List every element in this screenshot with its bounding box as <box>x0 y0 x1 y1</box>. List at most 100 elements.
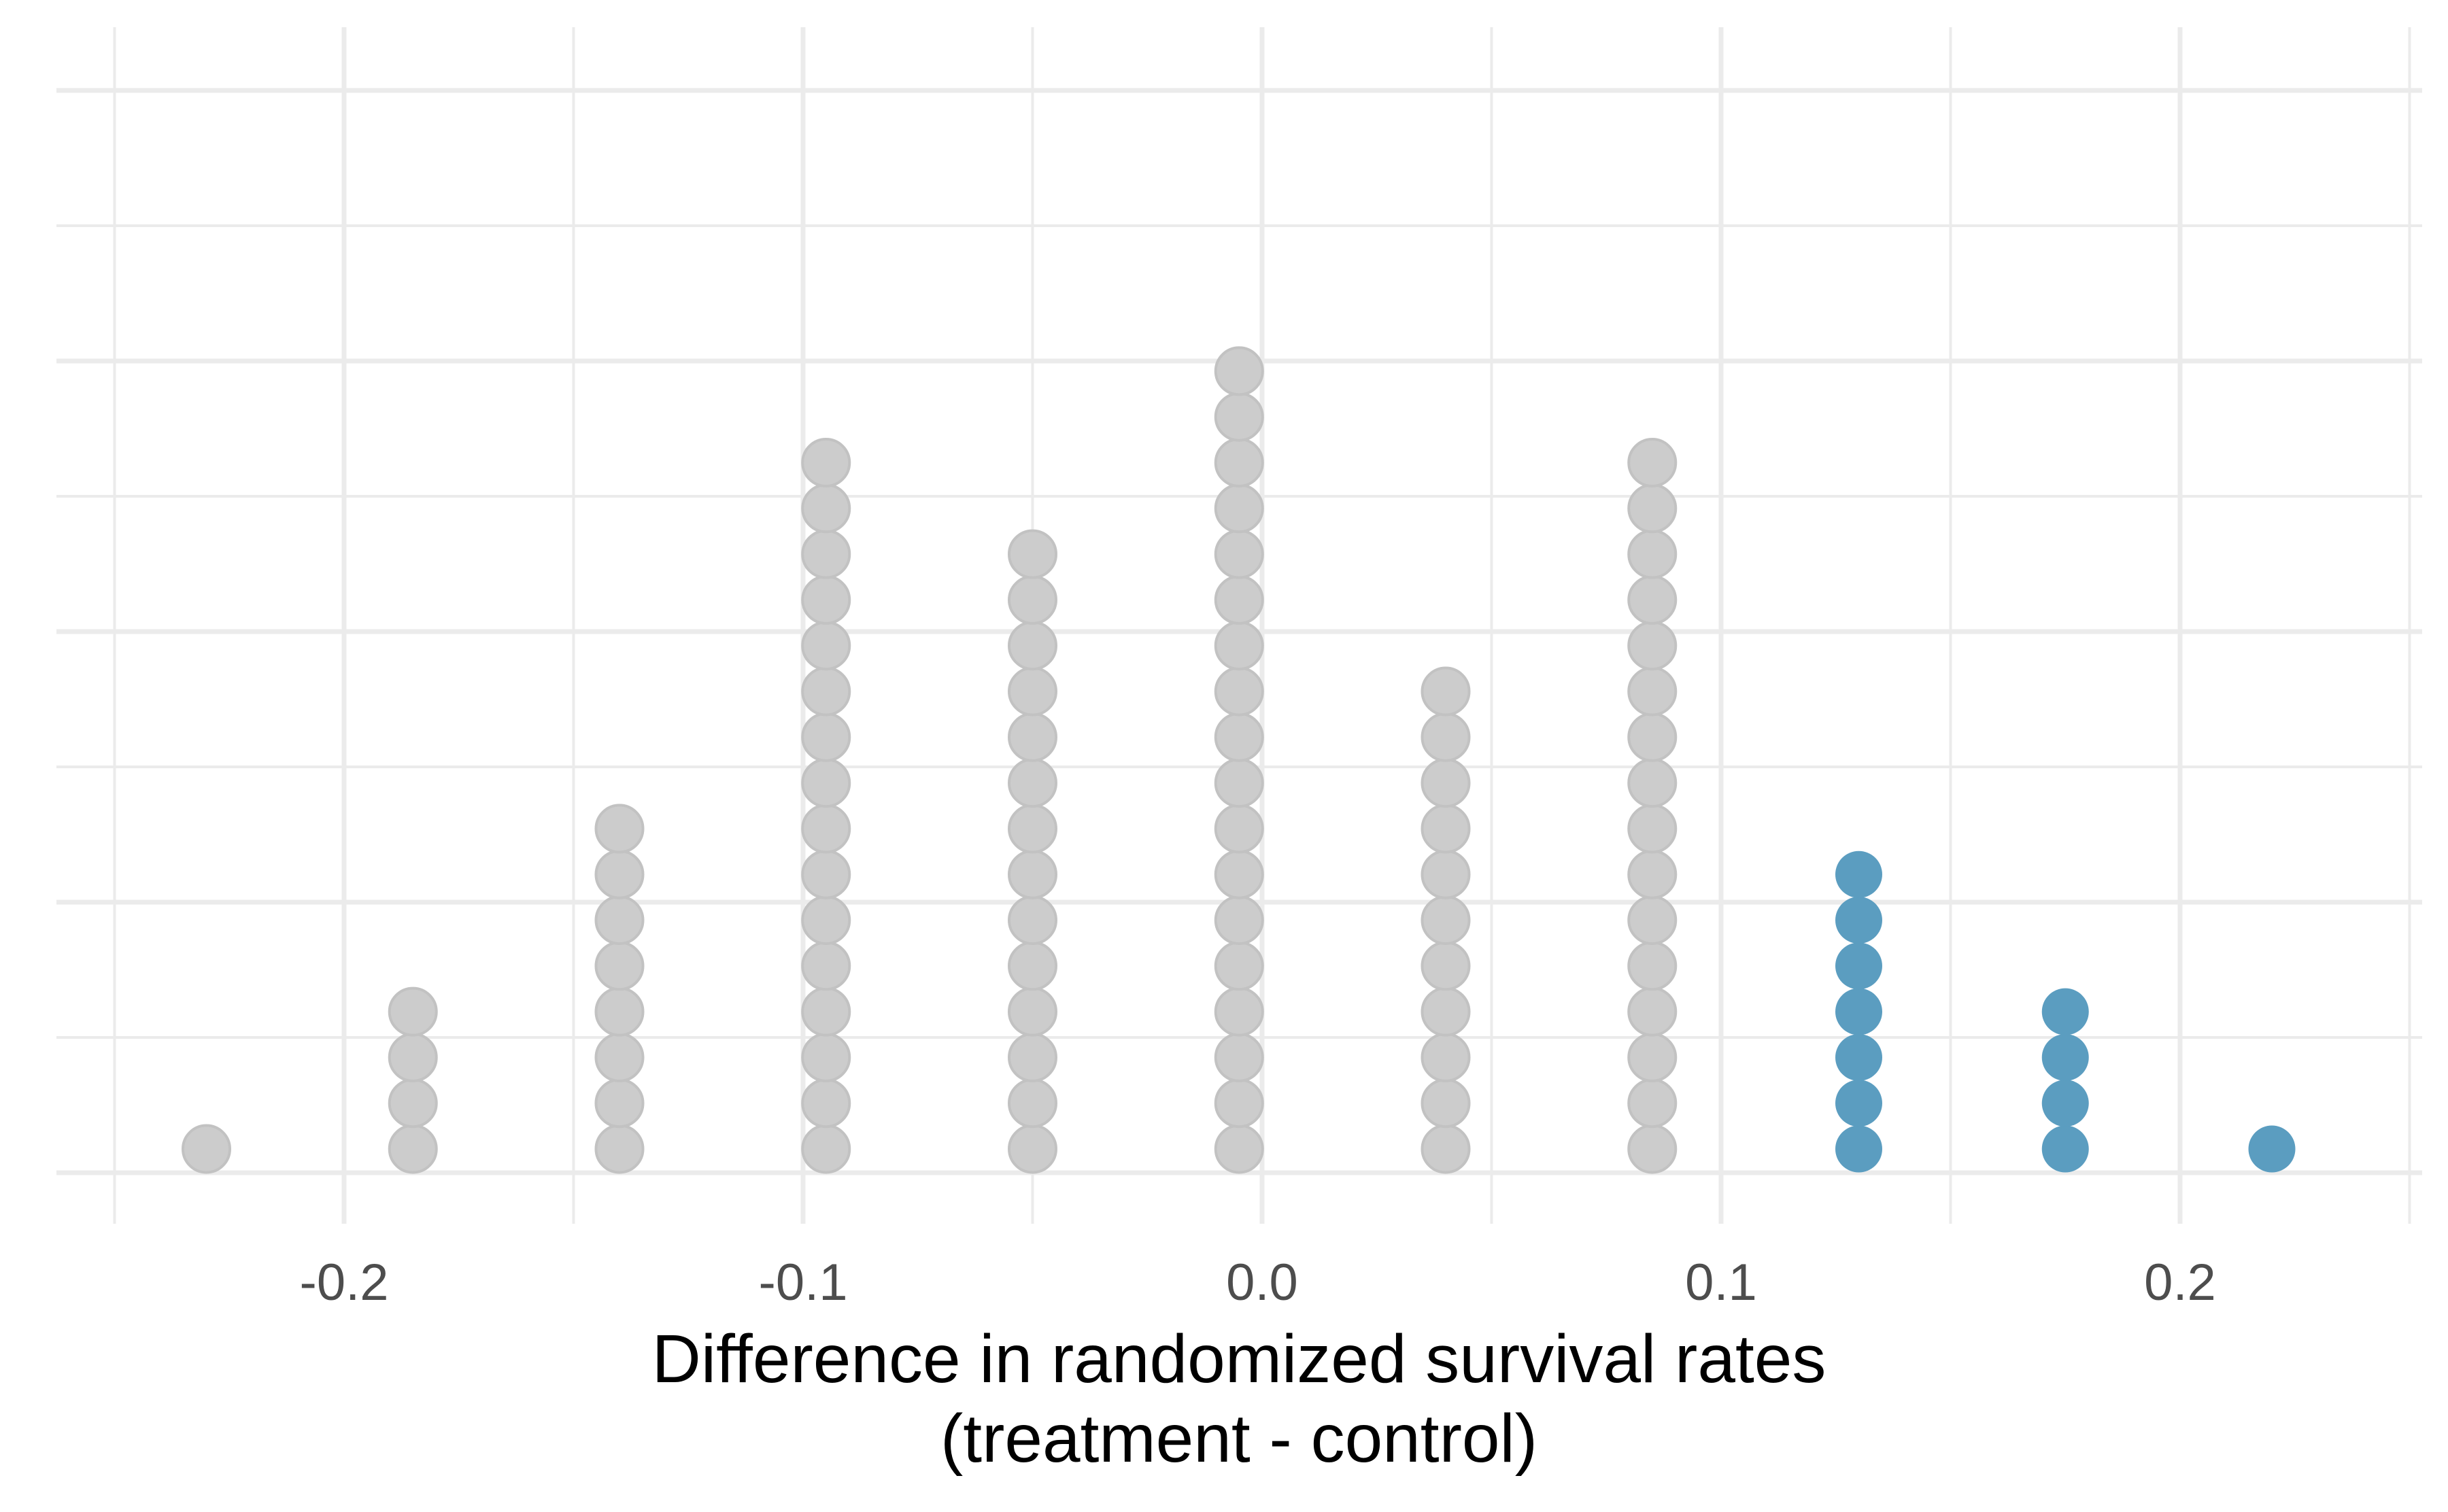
dot <box>1214 758 1264 808</box>
dot <box>801 621 851 671</box>
dot <box>1214 574 1264 625</box>
dot <box>182 1124 231 1174</box>
dot <box>1008 529 1057 579</box>
dot <box>801 712 851 762</box>
x-axis-title-line1: Difference in randomized survival rates <box>652 1321 1826 1397</box>
dot-highlight <box>1835 1033 1882 1081</box>
x-tick-label: -0.1 <box>759 1254 848 1311</box>
dot <box>1627 529 1678 579</box>
dot-highlight <box>2041 1033 2089 1081</box>
dot <box>801 758 851 808</box>
dot <box>1008 895 1057 945</box>
dot <box>801 1032 851 1082</box>
dot <box>1627 712 1678 762</box>
dot <box>801 804 851 854</box>
dot <box>1627 804 1678 854</box>
dot <box>1627 986 1678 1037</box>
dot-highlight <box>1835 1125 1882 1173</box>
dot <box>1421 941 1471 991</box>
dot <box>1421 849 1471 899</box>
dot <box>1214 712 1264 762</box>
dot <box>1421 895 1471 945</box>
dot <box>1008 1124 1057 1174</box>
dot <box>594 941 645 991</box>
dot <box>1627 1032 1678 1082</box>
x-tick-label: 0.2 <box>2144 1254 2216 1311</box>
dot <box>801 438 851 487</box>
dot <box>594 895 645 945</box>
dot <box>1214 1032 1264 1082</box>
dot <box>1627 483 1678 534</box>
dot <box>1627 758 1678 808</box>
dot <box>1421 1032 1471 1082</box>
dot <box>1214 804 1264 854</box>
dot <box>1214 438 1264 487</box>
dot <box>594 1124 645 1174</box>
dot <box>1214 1078 1264 1129</box>
dot <box>801 483 851 534</box>
dot <box>1008 712 1057 762</box>
dot <box>388 986 438 1037</box>
dot <box>1627 1078 1678 1129</box>
x-axis-title-line2: (treatment - control) <box>940 1401 1537 1477</box>
dot <box>1008 758 1057 808</box>
dots <box>182 346 2296 1174</box>
dot <box>1008 941 1057 991</box>
dot <box>801 895 851 945</box>
dot <box>594 849 645 899</box>
dot <box>1214 895 1264 945</box>
dot <box>1627 574 1678 625</box>
dot <box>594 1032 645 1082</box>
dot <box>1421 1078 1471 1129</box>
dot-highlight <box>1835 988 1882 1035</box>
dot <box>1421 804 1471 854</box>
dot <box>1214 483 1264 534</box>
dot <box>1421 758 1471 808</box>
dot <box>801 529 851 579</box>
x-tick-labels: -0.2 -0.1 0.0 0.1 0.2 <box>300 1254 2216 1311</box>
dot <box>1008 849 1057 899</box>
dot <box>1008 986 1057 1037</box>
x-tick-label: 0.0 <box>1226 1254 1298 1311</box>
dot <box>801 1124 851 1174</box>
dot <box>1214 941 1264 991</box>
dot <box>801 574 851 625</box>
dot <box>801 986 851 1037</box>
dot <box>1421 666 1471 717</box>
dot <box>1214 529 1264 579</box>
dot <box>801 1078 851 1129</box>
dot-highlight <box>1835 850 1882 898</box>
dot <box>1214 346 1264 396</box>
x-tick-label: 0.1 <box>1685 1254 1757 1311</box>
dot <box>1008 1032 1057 1082</box>
dot <box>1214 666 1264 717</box>
dot <box>1008 1078 1057 1129</box>
dot <box>1008 574 1057 625</box>
dot <box>1008 804 1057 854</box>
dot-highlight <box>1835 1080 1882 1127</box>
dot-highlight <box>2041 988 2089 1035</box>
dot <box>1214 986 1264 1037</box>
dot <box>1627 621 1678 671</box>
dot <box>801 666 851 717</box>
dot <box>1627 666 1678 717</box>
dot <box>1627 849 1678 899</box>
dot <box>1627 438 1678 487</box>
dot <box>594 1078 645 1129</box>
dot-highlight <box>1835 942 1882 990</box>
dot <box>594 986 645 1037</box>
dot-highlight <box>2248 1125 2296 1173</box>
dot <box>388 1124 438 1174</box>
dot-highlight <box>1835 897 1882 944</box>
dot-highlight <box>2041 1080 2089 1127</box>
dot <box>594 804 645 854</box>
dot <box>1627 895 1678 945</box>
dot <box>1008 666 1057 717</box>
dot <box>1214 621 1264 671</box>
dot <box>1214 392 1264 442</box>
dot <box>801 941 851 991</box>
dot <box>1008 621 1057 671</box>
x-tick-label: -0.2 <box>300 1254 389 1311</box>
dot <box>801 849 851 899</box>
